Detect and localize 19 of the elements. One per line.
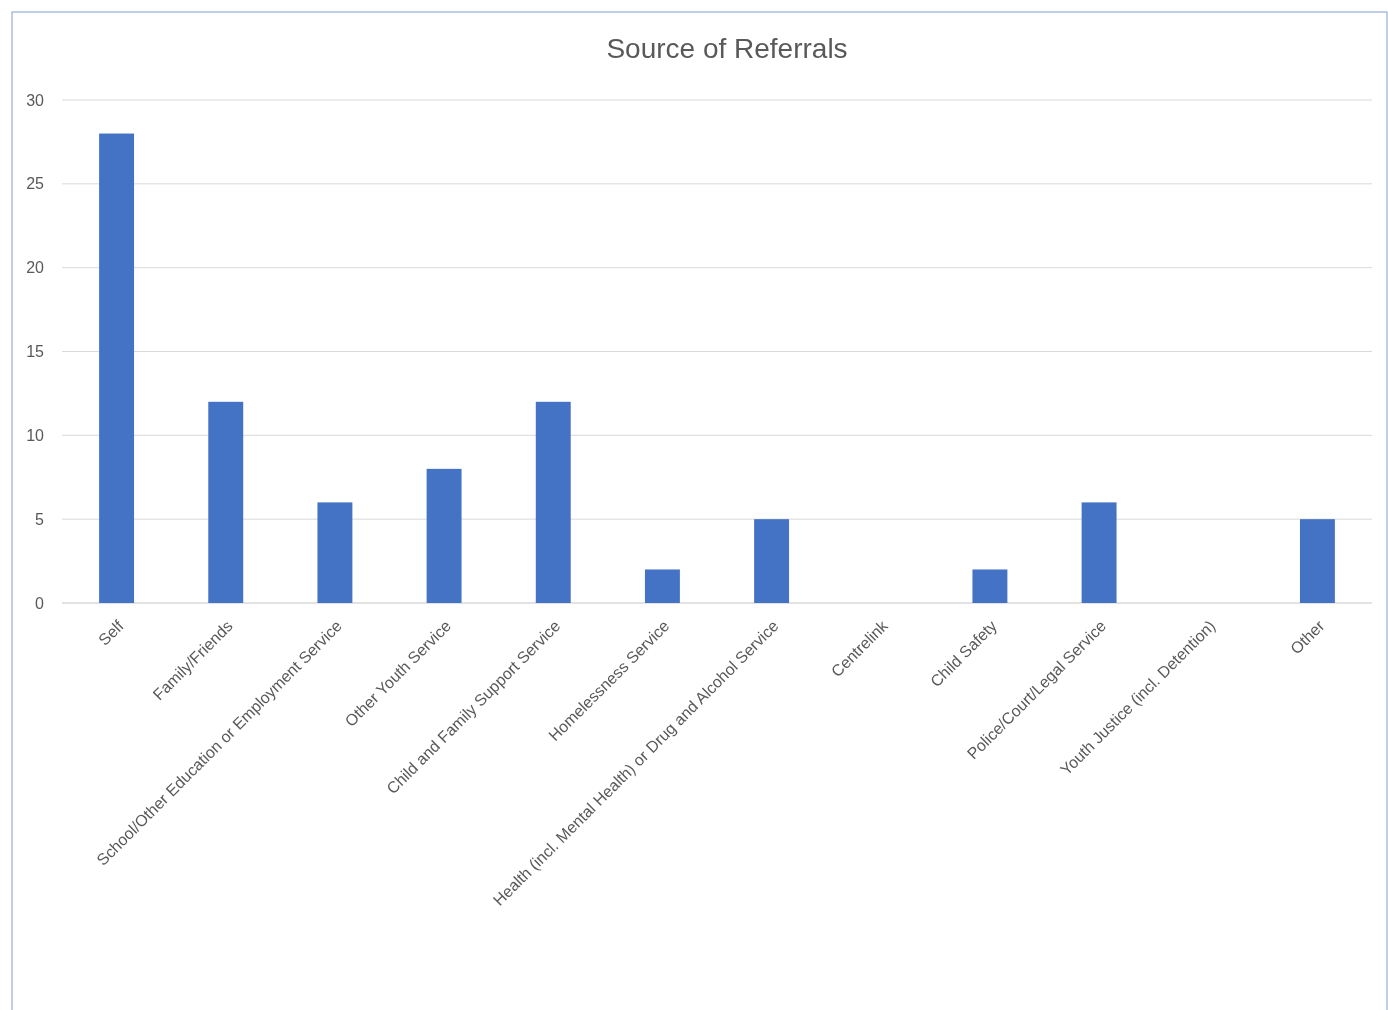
y-tick-label: 15 [26,343,45,361]
bar [1299,519,1335,603]
bar [1081,502,1117,603]
y-tick-label: 5 [35,510,45,528]
y-tick-label: 20 [26,259,45,277]
y-tick-label: 30 [26,91,45,109]
chart-title: Source of Referrals [606,33,848,64]
x-tick-label: Self [95,616,128,649]
y-tick-label: 0 [35,594,45,612]
y-tick-label: 25 [26,175,45,193]
bar [317,502,353,603]
bar [754,519,790,603]
bar [535,401,571,603]
bar [972,569,1008,603]
bar [99,133,135,603]
y-tick-label: 10 [26,426,45,444]
bar [644,569,680,603]
bar [208,401,244,603]
bar [426,468,462,603]
